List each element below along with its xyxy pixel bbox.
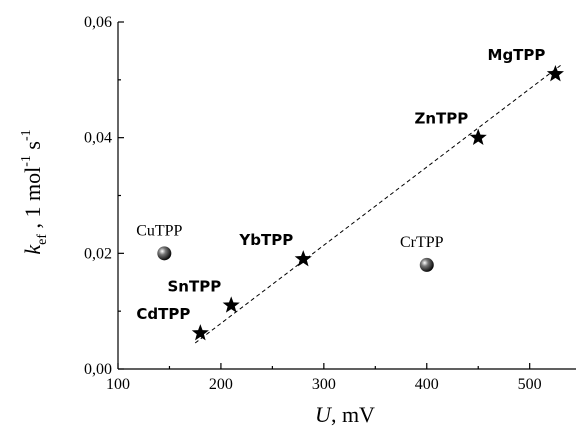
fit-line [194, 64, 561, 344]
y-axis-title: kef , 1 mol-1 s-1 [19, 129, 50, 254]
star-marker [222, 296, 240, 313]
star-marker [546, 65, 564, 82]
y-tick-label: 0,00 [84, 361, 112, 378]
y-tick-label: 0,02 [84, 245, 112, 262]
point-label: MgTPP [488, 46, 546, 64]
x-tick-label: 500 [518, 376, 542, 393]
star-marker [469, 128, 487, 145]
axes: 100 200 300 400 500 0,00 0,02 0,04 0,06 [84, 14, 576, 393]
star-marker [191, 324, 209, 341]
point-label: CdTPP [136, 305, 190, 323]
point-label: YbTPP [238, 231, 293, 249]
point-label: SnTPP [168, 277, 222, 295]
sphere-marker [419, 257, 434, 272]
x-tick-label: 400 [415, 376, 439, 393]
x-tick-label: 100 [106, 376, 130, 393]
point-label: CuTPP [136, 222, 182, 239]
point-label: CrTPP [400, 234, 444, 251]
fit-line-layer [194, 64, 561, 344]
x-axis-title: U, mV [315, 402, 375, 427]
x-tick-label: 300 [312, 376, 336, 393]
y-tick-label: 0,06 [84, 14, 112, 31]
star-marker [294, 250, 312, 267]
y-tick-label: 0,04 [84, 130, 112, 147]
sphere-marker [157, 246, 172, 261]
data-points: CdTPP SnTPP YbTPP ZnTPP MgTPP CuTPP CrTPP [136, 46, 564, 341]
x-tick-label: 200 [209, 376, 233, 393]
point-label: ZnTPP [414, 110, 468, 128]
